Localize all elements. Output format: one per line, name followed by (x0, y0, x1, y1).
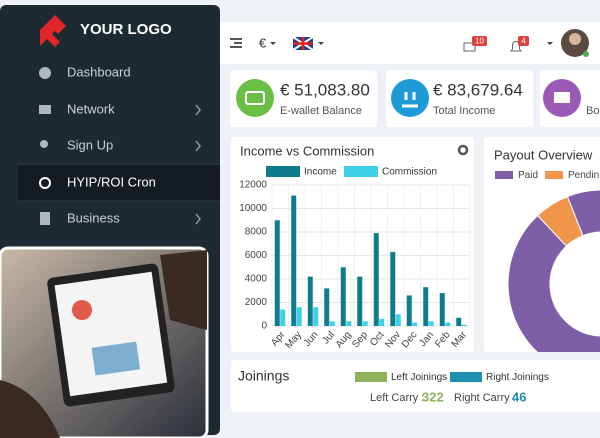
bar (406, 295, 412, 326)
currency-selector[interactable]: € (259, 35, 267, 50)
bar (307, 276, 313, 326)
screen-graphic (72, 300, 92, 320)
card-icon-glyph (554, 92, 570, 103)
tablet-screen (54, 271, 168, 397)
legend-swatch (355, 372, 387, 382)
legend-swatch (450, 372, 482, 382)
legend-label: Left Joinings (391, 372, 447, 383)
badge (518, 36, 529, 46)
pie-slice (507, 189, 600, 352)
card-label: E-wallet Balance (280, 105, 362, 117)
menu-toggle[interactable] (230, 38, 242, 48)
icon (40, 212, 50, 225)
bar (373, 233, 379, 326)
bar (445, 322, 451, 326)
carry-label: Right Carry : (454, 392, 516, 404)
legend-swatch (545, 171, 563, 179)
bar (324, 288, 330, 326)
bar (357, 276, 363, 326)
alert-count: 4 (521, 37, 526, 46)
y-tick-label: 10000 (239, 203, 267, 214)
bar (428, 321, 434, 326)
card-icon-glyph (402, 92, 418, 108)
y-tick-label: 2000 (245, 297, 268, 308)
legend-swatch (495, 171, 513, 179)
legend-label: Right Joinings (486, 372, 549, 383)
joinings-legend: Left Joinings Right Joinings (355, 372, 549, 383)
pie-slice (536, 195, 584, 247)
legend-label: Commission (382, 167, 437, 178)
y-tick-label: 4000 (245, 274, 268, 285)
bar (346, 321, 352, 326)
icon (39, 177, 51, 189)
carry-label: Left Carry : (370, 392, 424, 404)
y-tick-label: 12000 (239, 180, 267, 191)
legend-label: Pendin (568, 170, 599, 181)
pie-chart: Paid Pendin (495, 170, 600, 352)
menu-item[interactable]: HYIP/ROI Cron (67, 174, 156, 189)
icon (40, 140, 48, 148)
legend-label: Income (304, 167, 337, 178)
bar (461, 324, 467, 326)
bar (280, 309, 286, 326)
card-icon (236, 79, 274, 117)
status-dot (583, 51, 589, 57)
bar (274, 220, 280, 326)
menu-item[interactable]: Business (67, 210, 120, 225)
bar (296, 307, 302, 326)
card-amount: € 83,679.64 (433, 80, 523, 99)
flag-cross (293, 37, 313, 50)
bar (456, 317, 462, 326)
bar (423, 287, 429, 326)
y-tick-label: 0 (261, 321, 267, 332)
bar (329, 321, 335, 326)
card-icon-glyph (245, 91, 265, 105)
legend-label: Paid (518, 170, 538, 181)
chart-title: Income vs Commission (240, 143, 374, 158)
legend-swatch (344, 166, 378, 177)
bar (439, 293, 445, 326)
bar (291, 195, 297, 326)
mail-icon[interactable] (463, 42, 476, 52)
mail-count: 10 (475, 37, 484, 46)
chevrons (195, 104, 201, 225)
hands (0, 250, 207, 438)
icon (39, 67, 51, 79)
bar (412, 322, 418, 326)
bar (379, 318, 385, 326)
badge (472, 36, 487, 46)
logo-text: YOUR LOGO (80, 21, 172, 38)
carry-value: 46 (512, 389, 526, 404)
menu-item[interactable]: Network (67, 101, 115, 116)
icon (39, 105, 51, 114)
bell-icon[interactable] (510, 41, 522, 52)
bar (390, 251, 396, 326)
topbar (220, 22, 600, 64)
card-icon (391, 79, 429, 117)
legend-swatch (266, 166, 300, 177)
bar (395, 314, 401, 326)
active-menu-bg (18, 165, 220, 201)
card-label: Bo (586, 105, 599, 117)
bar (340, 267, 346, 326)
card-label: Total Income (433, 105, 495, 117)
screen-graphic (91, 341, 141, 376)
bar (362, 321, 368, 326)
carry-value: 322 (422, 389, 444, 404)
joinings-title: Joinings (238, 368, 289, 384)
bar (313, 307, 319, 326)
menu-item[interactable]: Sign Up (67, 137, 113, 152)
y-tick-label: 8000 (245, 227, 268, 238)
avatar-face (569, 33, 581, 45)
settings-icon[interactable] (457, 144, 469, 156)
logo-icon (40, 15, 66, 47)
photo (0, 246, 209, 438)
y-tick-label: 6000 (245, 250, 268, 261)
joinings-card (231, 360, 600, 412)
menu-item[interactable]: Dashboard (67, 64, 131, 79)
chart-title: Payout Overview (494, 147, 593, 162)
card-amount: € 51,083.80 (280, 80, 370, 99)
